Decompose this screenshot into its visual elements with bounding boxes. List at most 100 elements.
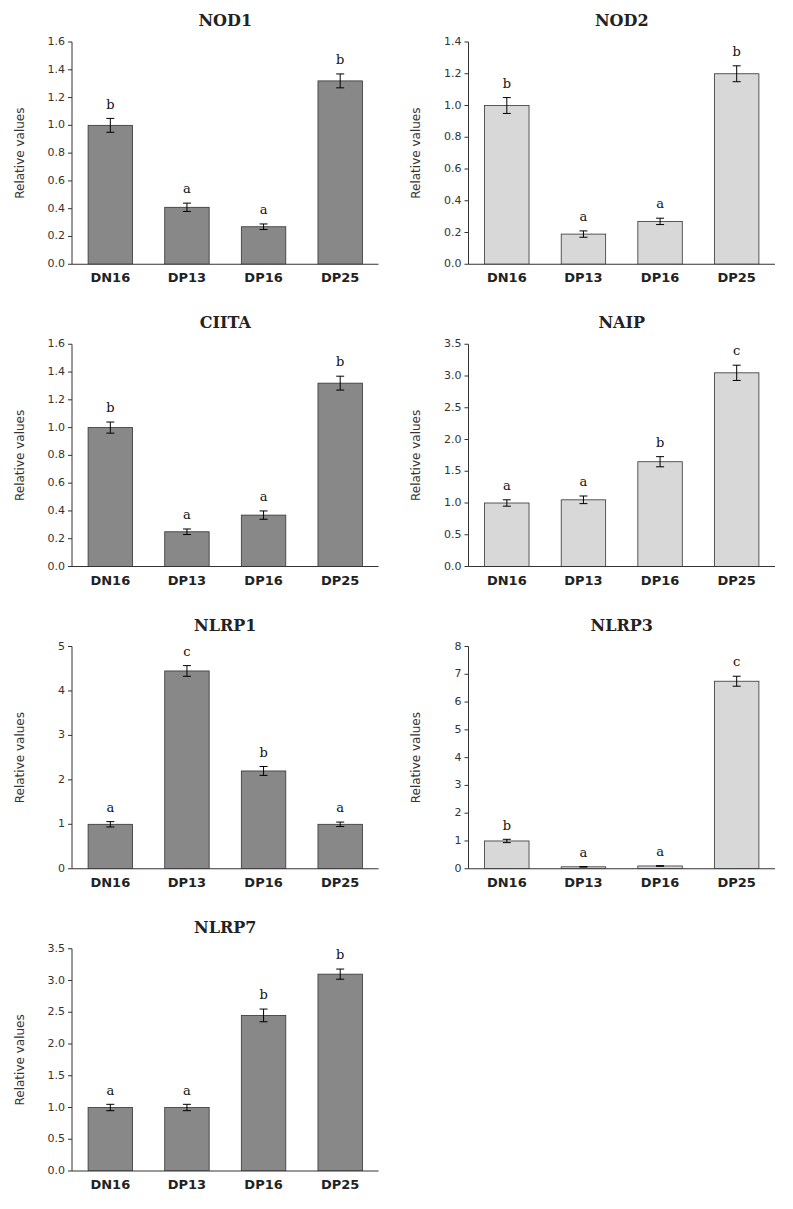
error-cap: [260, 1021, 268, 1022]
error-cap: [183, 665, 191, 666]
y-axis: [468, 344, 469, 566]
x-tick-label: DP25: [717, 875, 755, 890]
panel: NLRP1Relative valuesacba012345DN16DP13DP…: [13, 616, 379, 890]
y-tick: [68, 42, 72, 43]
error-cap: [183, 1104, 191, 1105]
y-tick-label: 0: [58, 862, 65, 875]
y-tick: [465, 674, 469, 675]
error-stem: [186, 529, 187, 535]
error-bar: [733, 365, 741, 380]
error-bar: [183, 1104, 191, 1110]
bar: [714, 74, 758, 265]
error-cap: [579, 866, 587, 867]
y-tick: [68, 153, 72, 154]
error-cap: [260, 766, 268, 767]
x-tick-label: DN16: [487, 875, 527, 890]
title: NOD2: [595, 11, 649, 30]
y-tick: [68, 1107, 72, 1108]
error-stem: [263, 511, 264, 519]
error-bar: [260, 224, 268, 230]
bar: [638, 462, 682, 567]
error-cap: [336, 969, 344, 970]
x-tick-label: DP16: [641, 573, 679, 588]
annotation: a: [260, 202, 268, 217]
error-bar: [106, 1104, 114, 1110]
x-tick-label: DP25: [717, 573, 755, 588]
error-bar: [106, 118, 114, 132]
y-tick: [68, 1012, 72, 1013]
title: CIITA: [200, 313, 252, 332]
error-stem: [660, 218, 661, 224]
y-tick: [68, 264, 72, 265]
annotation: b: [106, 400, 114, 415]
error-cap: [656, 865, 664, 866]
error-cap: [656, 456, 664, 457]
error-stem: [506, 98, 507, 114]
y-tick: [465, 439, 469, 440]
bar: [241, 771, 285, 869]
y-tick-label: 1.4: [444, 35, 462, 48]
x-tick-label: DN16: [90, 875, 130, 890]
y-tick: [465, 264, 469, 265]
bar: [714, 373, 758, 567]
error-stem: [110, 822, 111, 827]
y-tick-label: 1.0: [444, 99, 462, 112]
y-tick: [465, 105, 469, 106]
error-bar: [503, 98, 511, 114]
y-axis-label: Relative values: [13, 1014, 27, 1105]
y-tick: [465, 344, 469, 345]
y-tick-label: 0.4: [444, 194, 462, 207]
bar: [318, 383, 362, 566]
y-tick-label: 0.6: [48, 174, 66, 187]
bar: [165, 671, 209, 869]
error-cap: [336, 979, 344, 980]
error-cap: [579, 496, 587, 497]
error-stem: [186, 666, 187, 677]
y-tick-label: 4: [58, 684, 65, 697]
panel: NOD1Relative valuesbaab0.00.20.40.60.81.…: [13, 11, 379, 285]
y-tick-label: 0.0: [444, 257, 462, 270]
y-tick: [68, 824, 72, 825]
error-bar: [336, 376, 344, 390]
y-tick-label: 1.6: [48, 35, 66, 48]
error-bar: [106, 422, 114, 433]
error-stem: [583, 496, 584, 504]
bar: [318, 824, 362, 868]
annotation: a: [260, 489, 268, 504]
error-cap: [336, 73, 344, 74]
annotation: b: [503, 818, 511, 833]
x-axis: [72, 1171, 379, 1172]
x-tick-label: DP25: [321, 1177, 359, 1192]
error-stem: [736, 66, 737, 82]
y-tick-label: 3.5: [48, 942, 66, 955]
annotation: a: [336, 800, 344, 815]
error-cap: [106, 1110, 114, 1111]
error-bar: [183, 529, 191, 535]
bar: [485, 841, 529, 869]
annotation: a: [580, 209, 588, 224]
y-tick: [68, 1044, 72, 1045]
x-tick-label: DP16: [641, 270, 679, 285]
x-axis: [72, 566, 379, 567]
x-tick-label: DP25: [321, 875, 359, 890]
x-tick-label: DP13: [168, 1177, 206, 1192]
y-tick-label: 0.2: [444, 226, 462, 239]
y-axis-label: Relative values: [13, 712, 27, 803]
y-tick: [465, 503, 469, 504]
x-axis: [469, 264, 776, 265]
y-axis-label: Relative values: [13, 108, 27, 199]
error-bar: [656, 457, 664, 467]
y-axis-label: Relative values: [409, 108, 423, 199]
y-tick-label: 0.8: [444, 130, 462, 143]
error-cap: [106, 118, 114, 119]
error-stem: [736, 676, 737, 686]
y-axis-label: Relative values: [409, 410, 423, 501]
error-bar: [336, 969, 344, 979]
annotation: a: [656, 844, 664, 859]
error-cap: [106, 826, 114, 827]
x-tick-label: DP13: [564, 875, 602, 890]
bar: [318, 974, 362, 1171]
bar: [165, 1108, 209, 1172]
y-tick: [465, 813, 469, 814]
y-tick: [68, 344, 72, 345]
